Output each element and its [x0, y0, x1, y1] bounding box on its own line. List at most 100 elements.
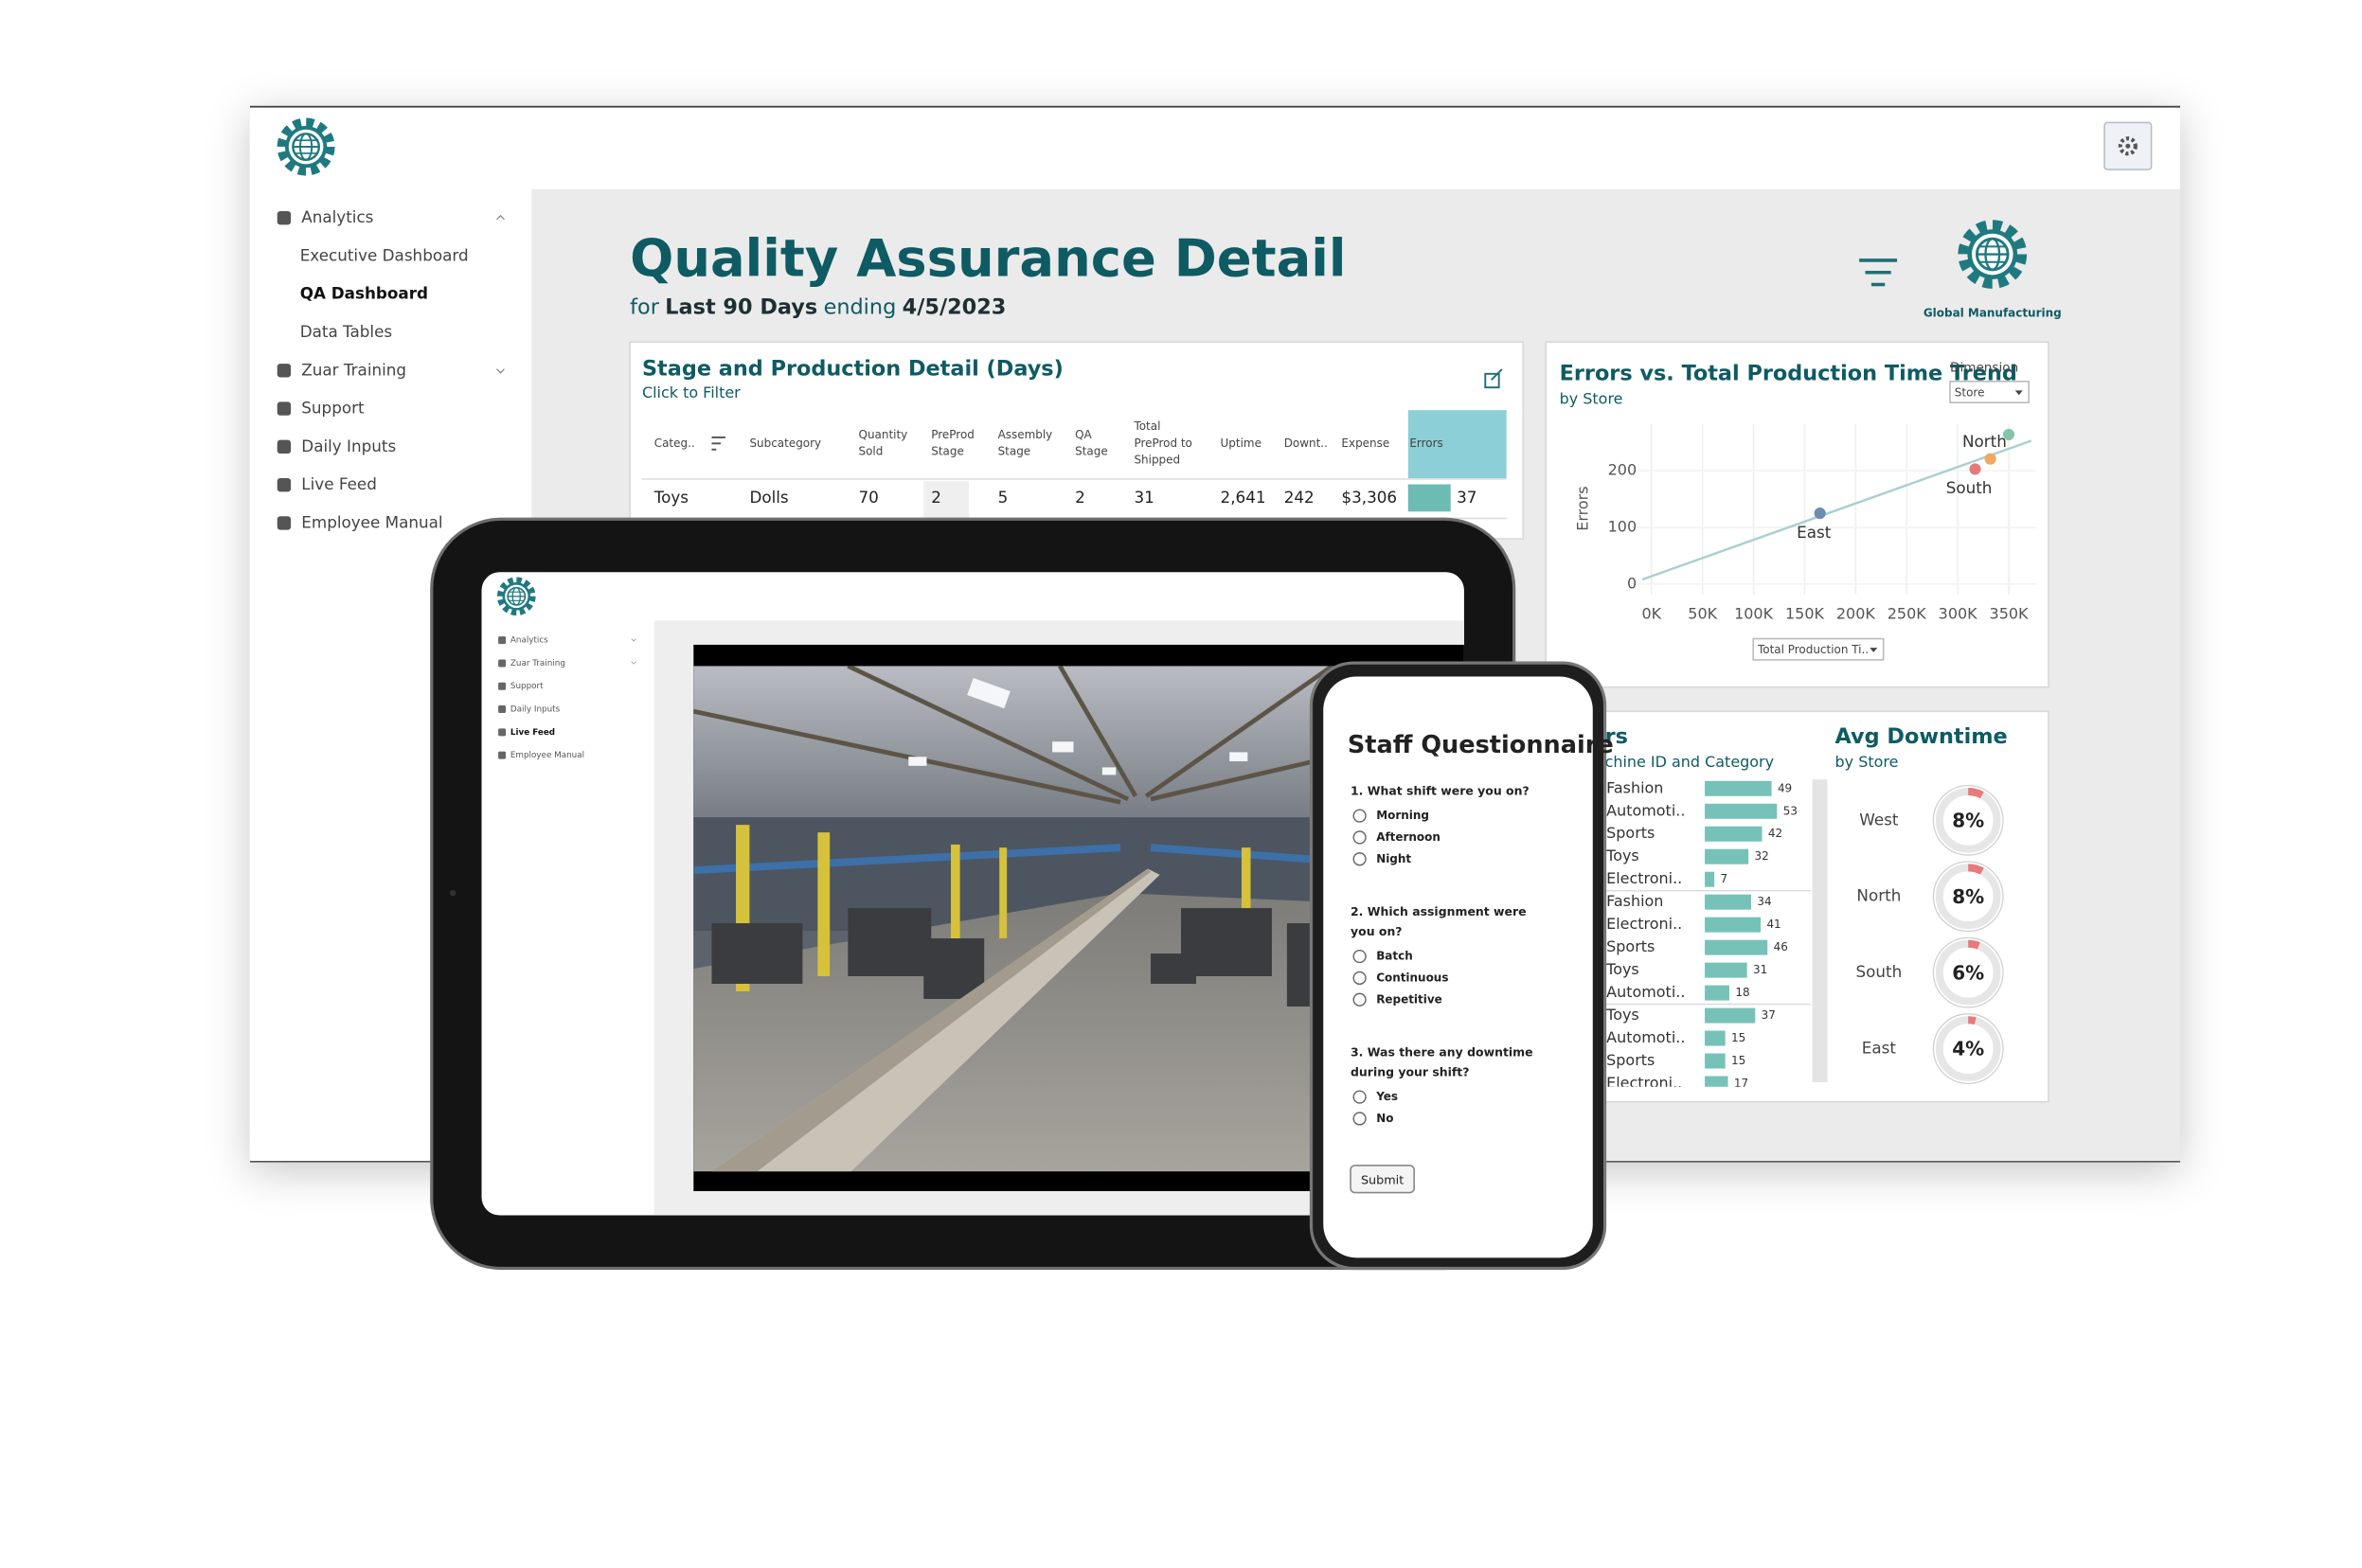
- bar-value: 18: [1735, 986, 1749, 999]
- bar[interactable]: [1705, 985, 1729, 1001]
- app-logo[interactable]: [281, 122, 331, 171]
- bar-category: Toys: [1605, 846, 1639, 864]
- bar[interactable]: [1705, 1076, 1728, 1092]
- column-header[interactable]: Assembly: [998, 428, 1053, 441]
- scatter-point[interactable]: [1969, 463, 1981, 475]
- nav-chevron: [496, 214, 505, 221]
- bar[interactable]: [1705, 826, 1763, 842]
- x-selector[interactable]: Total Production Ti..: [1752, 637, 1885, 661]
- column-header[interactable]: PreProd to: [1134, 437, 1191, 450]
- column-header[interactable]: Quantity: [859, 428, 908, 441]
- submit-button[interactable]: Submit: [1350, 1165, 1415, 1194]
- column-header[interactable]: Shipped: [1134, 453, 1180, 466]
- radio-button[interactable]: [1352, 949, 1367, 964]
- radio-label[interactable]: Morning: [1376, 809, 1429, 822]
- nav-icon: [277, 364, 292, 378]
- column-header[interactable]: Downt..: [1284, 437, 1328, 450]
- radio-label[interactable]: Yes: [1375, 1090, 1398, 1103]
- filter-icon[interactable]: [1859, 258, 1898, 287]
- bar[interactable]: [1705, 871, 1715, 887]
- table-cell: $3,306: [1341, 488, 1397, 507]
- column-header[interactable]: Sold: [859, 445, 884, 458]
- settings-button[interactable]: [2103, 121, 2153, 170]
- nav-item[interactable]: Support: [301, 399, 365, 418]
- nav-item[interactable]: Data Tables: [300, 322, 392, 341]
- nav-item[interactable]: Employee Manual: [510, 751, 584, 760]
- column-header[interactable]: Total: [1133, 419, 1160, 433]
- donut-arc: [1968, 939, 1980, 950]
- scatter-point[interactable]: [1814, 507, 1826, 520]
- radio-button[interactable]: [1352, 971, 1367, 986]
- radio-button[interactable]: [1352, 830, 1367, 845]
- scatter-point[interactable]: [2002, 428, 2015, 441]
- brand-name: Global Manufacturing: [1924, 306, 2062, 319]
- donut-value: 6%: [1952, 961, 1984, 984]
- scrollbar[interactable]: [1812, 779, 1828, 1082]
- nav-item[interactable]: Daily Inputs: [510, 705, 561, 715]
- radio-button[interactable]: [1352, 1112, 1367, 1126]
- radio-label[interactable]: Batch: [1376, 950, 1413, 963]
- radio-button[interactable]: [1352, 1090, 1367, 1104]
- sort-icon[interactable]: [711, 436, 725, 451]
- nav-item[interactable]: Live Feed: [510, 728, 555, 738]
- bar[interactable]: [1705, 917, 1762, 933]
- bar-value: 53: [1783, 804, 1798, 817]
- nav-icon: [277, 477, 292, 492]
- bar-value: 17: [1734, 1077, 1748, 1090]
- bar-category: Electroni..: [1606, 869, 1682, 887]
- nav-item[interactable]: Analytics: [510, 636, 548, 646]
- column-header[interactable]: Categ..: [654, 437, 695, 450]
- bar[interactable]: [1705, 894, 1751, 910]
- radio-button[interactable]: [1352, 992, 1367, 1007]
- nav-item[interactable]: Employee Manual: [301, 512, 442, 531]
- nav-icon: [498, 636, 507, 645]
- nav-item[interactable]: Live Feed: [301, 474, 377, 493]
- nav-chevron: [631, 638, 636, 642]
- nav-icon: [277, 210, 292, 225]
- bar[interactable]: [1705, 803, 1778, 819]
- bar[interactable]: [1705, 848, 1749, 864]
- card-subtitle[interactable]: Click to Filter: [642, 383, 741, 401]
- radio-label[interactable]: Night: [1376, 852, 1411, 865]
- column-header[interactable]: Expense: [1341, 437, 1389, 450]
- radio-label[interactable]: Afternoon: [1376, 830, 1440, 844]
- nav-item[interactable]: Daily Inputs: [301, 437, 396, 455]
- table-cell[interactable]: Dolls: [749, 488, 788, 507]
- bar-chart: Fashion 49 Automoti.. 53 Sports 42 Toys 32 Elect…: [1602, 778, 1811, 1092]
- nav-item[interactable]: QA Dashboard: [300, 284, 428, 303]
- nav-item[interactable]: Zuar Training: [510, 659, 565, 668]
- bar[interactable]: [1705, 1053, 1726, 1069]
- bar[interactable]: [1705, 939, 1768, 955]
- column-header[interactable]: QA: [1075, 428, 1092, 441]
- column-header[interactable]: Uptime: [1221, 437, 1262, 450]
- bar[interactable]: [1705, 780, 1772, 796]
- column-header[interactable]: PreProd: [931, 428, 975, 441]
- radio-label[interactable]: No: [1376, 1112, 1393, 1125]
- nav-item[interactable]: Executive Dashboard: [300, 245, 469, 264]
- table-cell[interactable]: Toys: [653, 488, 689, 507]
- dimension-dropdown[interactable]: Store: [1949, 381, 2030, 403]
- bar-value: 46: [1774, 940, 1788, 953]
- column-header[interactable]: Stage: [931, 445, 964, 458]
- export-icon[interactable]: [1484, 368, 1503, 389]
- radio-label[interactable]: Repetitive: [1376, 992, 1442, 1006]
- subtitle-part: for: [630, 294, 660, 319]
- bar[interactable]: [1705, 1007, 1756, 1024]
- scatter-point[interactable]: [1984, 453, 1996, 465]
- sidebar: Analytics Executive Dashboard QA Dashboard…: [277, 207, 505, 531]
- nav-item[interactable]: Zuar Training: [301, 360, 406, 379]
- bar[interactable]: [1705, 1030, 1726, 1046]
- nav-item[interactable]: Analytics: [301, 207, 373, 226]
- radio-button[interactable]: [1352, 809, 1367, 823]
- radio-button[interactable]: [1352, 852, 1367, 866]
- column-header[interactable]: Stage: [998, 445, 1031, 458]
- video-player[interactable]: [693, 644, 1464, 1191]
- radio-label[interactable]: Continuous: [1376, 971, 1448, 984]
- column-header[interactable]: Errors: [1409, 437, 1442, 450]
- nav-item[interactable]: Support: [510, 682, 544, 691]
- column-header[interactable]: Stage: [1075, 445, 1108, 458]
- bar[interactable]: [1705, 962, 1747, 978]
- bar-category: Toys: [1605, 1006, 1639, 1024]
- column-header[interactable]: Subcategory: [749, 437, 821, 450]
